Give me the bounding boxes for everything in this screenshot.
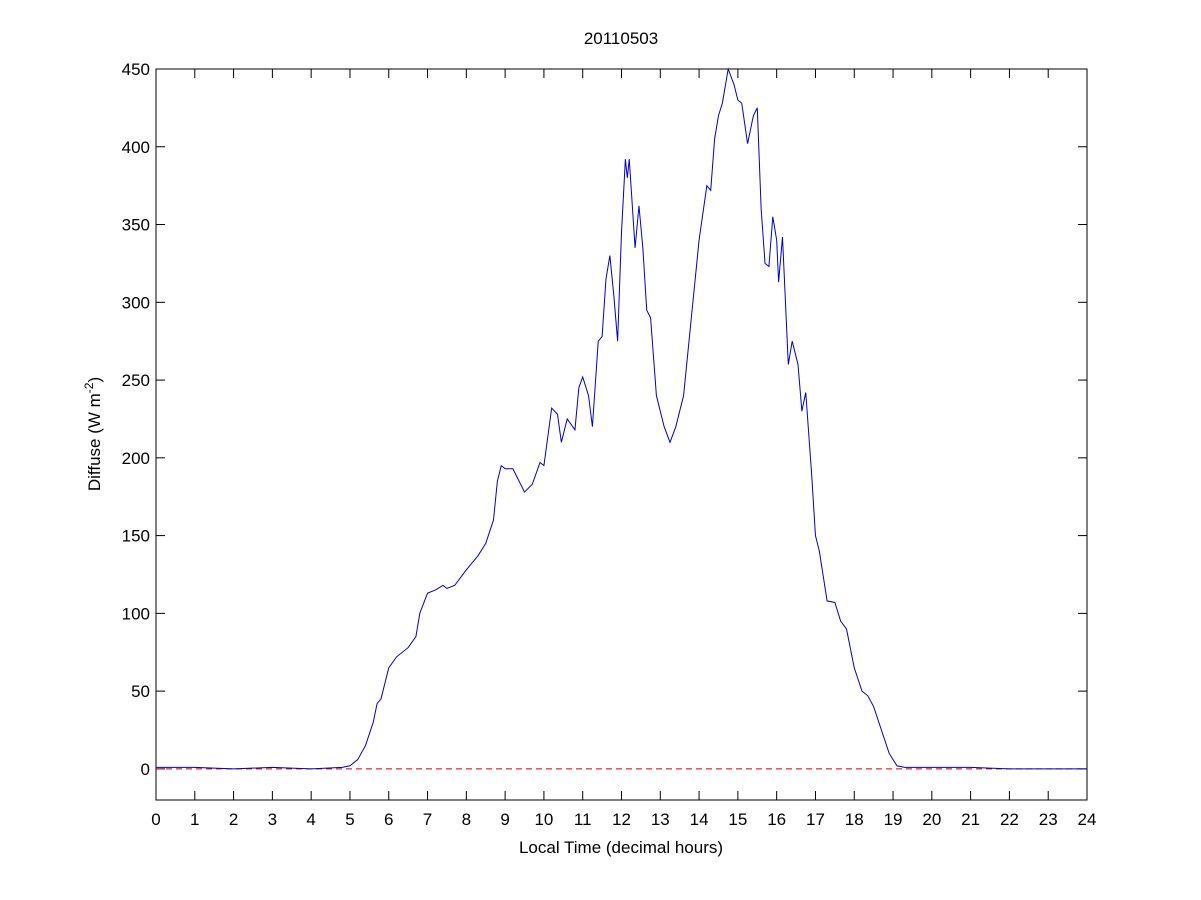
y-axis-label-text: Diffuse (W m [85, 393, 104, 491]
y-tick-label: 450 [122, 60, 150, 79]
y-tick-label: 0 [141, 760, 150, 779]
y-tick-label: 50 [131, 682, 150, 701]
x-tick-label: 24 [1078, 810, 1097, 829]
y-tick-label: 300 [122, 293, 150, 312]
y-tick-label: 350 [122, 216, 150, 235]
x-tick-label: 9 [500, 810, 509, 829]
chart-title: 20110503 [584, 29, 658, 48]
x-tick-label: 1 [190, 810, 199, 829]
x-tick-label: 5 [345, 810, 354, 829]
x-tick-label: 10 [534, 810, 553, 829]
x-tick-label: 17 [806, 810, 825, 829]
x-tick-label: 13 [651, 810, 670, 829]
y-tick-label: 100 [122, 604, 150, 623]
x-tick-label: 22 [1000, 810, 1019, 829]
x-tick-label: 3 [268, 810, 277, 829]
x-tick-label: 12 [612, 810, 631, 829]
x-tick-label: 4 [306, 810, 315, 829]
x-tick-label: 11 [574, 810, 592, 829]
y-tick-label: 150 [122, 527, 150, 546]
y-tick-label: 400 [122, 138, 150, 157]
y-axis-label-exponent: -2 [82, 382, 96, 393]
x-tick-label: 15 [728, 810, 747, 829]
data-line [156, 67, 1087, 770]
x-tick-label: 18 [845, 810, 864, 829]
x-tick-label: 6 [384, 810, 393, 829]
x-tick-label: 21 [961, 810, 980, 829]
x-tick-label: 7 [423, 810, 432, 829]
y-tick-label: 250 [122, 371, 150, 390]
y-tick-label: 200 [122, 449, 150, 468]
x-tick-label: 0 [151, 810, 160, 829]
x-tick-label: 8 [462, 810, 471, 829]
x-tick-label: 16 [767, 810, 786, 829]
y-axis-label-end: ) [85, 377, 104, 383]
x-tick-label: 19 [884, 810, 903, 829]
y-axis-label: Diffuse (W m-2) [82, 377, 104, 491]
x-tick-label: 14 [690, 810, 709, 829]
plot-area [155, 68, 1088, 801]
x-tick-label: 20 [922, 810, 941, 829]
x-axis-label: Local Time (decimal hours) [519, 838, 723, 857]
x-tick-label: 23 [1039, 810, 1058, 829]
x-tick-label: 2 [229, 810, 238, 829]
